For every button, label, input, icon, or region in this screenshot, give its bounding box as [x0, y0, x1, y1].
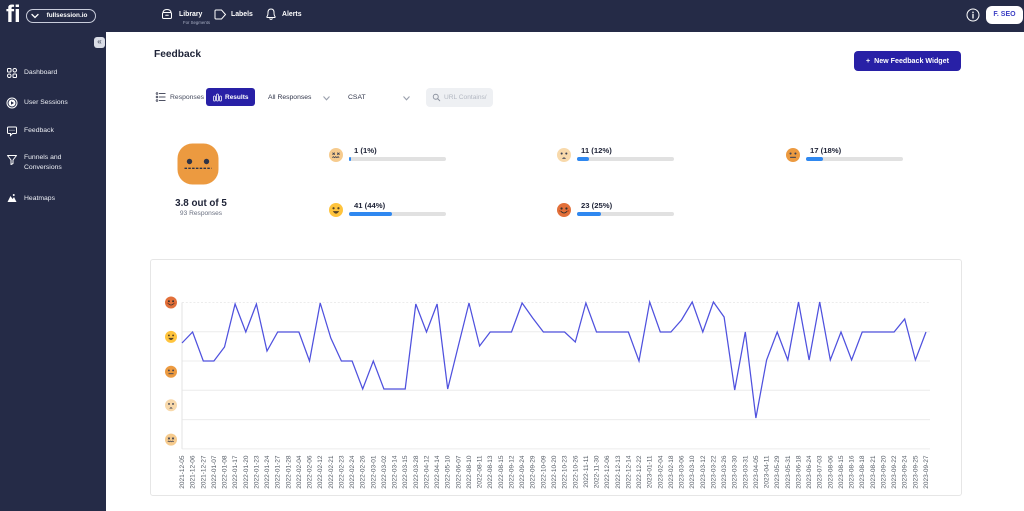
svg-text:2023-02-04: 2023-02-04	[657, 455, 664, 489]
svg-text:2022-03-02: 2022-03-02	[381, 455, 388, 489]
svg-text:2023-03-06: 2023-03-06	[679, 455, 686, 489]
svg-text:2023-03-31: 2023-03-31	[742, 455, 749, 489]
svg-text:2022-12-14: 2022-12-14	[625, 455, 632, 489]
svg-text:2021-12-05: 2021-12-05	[179, 455, 186, 489]
svg-text:2022-01-24: 2022-01-24	[264, 455, 271, 489]
svg-text:2022-01-07: 2022-01-07	[211, 455, 218, 489]
svg-text:2022-10-09: 2022-10-09	[540, 455, 547, 489]
svg-text:2023-05-31: 2023-05-31	[785, 455, 792, 489]
svg-text:2022-08-13: 2022-08-13	[487, 455, 494, 489]
svg-text:2022-06-07: 2022-06-07	[455, 455, 462, 489]
svg-text:2022-02-23: 2022-02-23	[338, 455, 345, 489]
svg-text:2021-12-27: 2021-12-27	[200, 455, 207, 489]
svg-text:2022-02-24: 2022-02-24	[349, 455, 356, 489]
svg-text:2022-11-30: 2022-11-30	[594, 455, 601, 488]
svg-text:2023-09-25: 2023-09-25	[912, 455, 919, 489]
svg-text:2022-12-22: 2022-12-22	[636, 455, 643, 489]
svg-text:2023-09-20: 2023-09-20	[881, 455, 888, 489]
svg-text:2023-08-21: 2023-08-21	[870, 455, 877, 489]
svg-text:2023-09-27: 2023-09-27	[923, 455, 930, 489]
svg-text:2022-03-15: 2022-03-15	[402, 455, 409, 489]
svg-text:2023-08-18: 2023-08-18	[859, 455, 866, 489]
svg-text:2022-09-12: 2022-09-12	[509, 455, 516, 489]
svg-text:2022-11-11: 2022-11-11	[583, 455, 590, 488]
svg-text:2022-01-20: 2022-01-20	[243, 455, 250, 489]
svg-text:2022-10-26: 2022-10-26	[572, 455, 579, 489]
svg-text:2023-03-30: 2023-03-30	[732, 455, 739, 489]
svg-text:2023-03-22: 2023-03-22	[710, 455, 717, 489]
svg-text:2022-04-14: 2022-04-14	[434, 455, 441, 489]
svg-text:2023-01-11: 2023-01-11	[647, 455, 654, 488]
svg-text:2022-02-12: 2022-02-12	[317, 455, 324, 489]
svg-text:2022-04-12: 2022-04-12	[424, 455, 431, 489]
svg-text:2022-02-26: 2022-02-26	[360, 455, 367, 489]
svg-text:2022-03-14: 2022-03-14	[392, 455, 399, 489]
svg-text:2022-10-23: 2022-10-23	[562, 455, 569, 489]
svg-text:2022-09-29: 2022-09-29	[530, 455, 537, 489]
svg-text:2023-06-18: 2023-06-18	[796, 455, 803, 489]
svg-text:2021-12-06: 2021-12-06	[190, 455, 197, 489]
svg-text:2022-01-08: 2022-01-08	[222, 455, 229, 489]
svg-text:2022-12-06: 2022-12-06	[604, 455, 611, 489]
svg-text:2022-09-24: 2022-09-24	[519, 455, 526, 489]
svg-text:2023-03-12: 2023-03-12	[700, 455, 707, 489]
svg-text:2022-03-01: 2022-03-01	[370, 455, 377, 489]
svg-text:2022-02-21: 2022-02-21	[328, 455, 335, 489]
svg-text:2023-09-22: 2023-09-22	[891, 455, 898, 489]
svg-text:2022-01-17: 2022-01-17	[232, 455, 239, 489]
svg-text:2022-10-20: 2022-10-20	[551, 455, 558, 489]
svg-text:2022-01-27: 2022-01-27	[275, 455, 282, 489]
svg-text:2023-04-11: 2023-04-11	[764, 455, 771, 488]
svg-text:2023-07-03: 2023-07-03	[817, 455, 824, 489]
svg-text:2022-03-28: 2022-03-28	[413, 455, 420, 489]
svg-text:2023-03-10: 2023-03-10	[689, 455, 696, 489]
svg-text:2023-08-15: 2023-08-15	[838, 455, 845, 489]
svg-text:2022-01-28: 2022-01-28	[285, 455, 292, 489]
svg-text:2022-02-06: 2022-02-06	[307, 455, 314, 489]
svg-text:2023-05-29: 2023-05-29	[774, 455, 781, 489]
svg-text:2023-09-24: 2023-09-24	[902, 455, 909, 489]
svg-text:2022-01-23: 2022-01-23	[253, 455, 260, 489]
svg-text:2022-12-13: 2022-12-13	[615, 455, 622, 489]
svg-text:2022-05-10: 2022-05-10	[445, 455, 452, 489]
svg-text:2023-04-05: 2023-04-05	[753, 455, 760, 489]
svg-text:2023-03-26: 2023-03-26	[721, 455, 728, 489]
svg-text:2023-02-18: 2023-02-18	[668, 455, 675, 489]
svg-text:2022-08-11: 2022-08-11	[477, 455, 484, 488]
svg-text:2023-06-24: 2023-06-24	[806, 455, 813, 489]
svg-text:2022-02-04: 2022-02-04	[296, 455, 303, 489]
svg-text:2023-08-06: 2023-08-06	[827, 455, 834, 489]
svg-text:2022-08-15: 2022-08-15	[498, 455, 505, 489]
svg-text:2023-08-16: 2023-08-16	[849, 455, 856, 489]
svg-text:2022-08-10: 2022-08-10	[466, 455, 473, 489]
